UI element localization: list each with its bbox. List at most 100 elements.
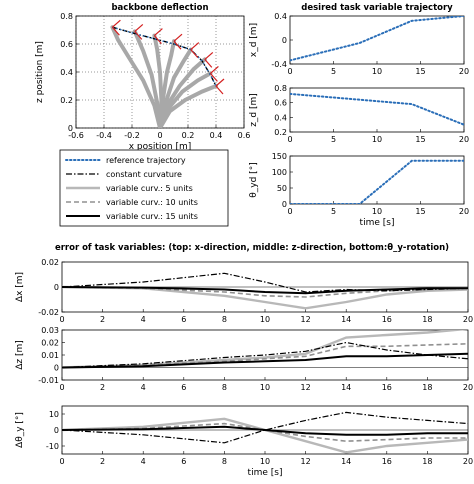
- series-var5: [62, 417, 468, 454]
- x-tick-label: 10: [260, 383, 270, 392]
- tip-frame-axis: [153, 35, 162, 44]
- y-tick-label: 50: [277, 184, 287, 193]
- x-tick-label: 15: [415, 207, 425, 216]
- x-tick-label: 4: [141, 315, 146, 324]
- y-tick-label: 0.6: [60, 40, 73, 49]
- backbone-curve: [158, 84, 218, 128]
- x-tick-label: 6: [181, 383, 186, 392]
- y-tick-label: 0: [282, 200, 287, 209]
- backbone-curve: [132, 29, 162, 128]
- series-var15: [62, 352, 468, 369]
- plot-frame: [289, 155, 465, 205]
- legend-label-reference: reference trajectory: [106, 156, 186, 165]
- tip-frame-axis: [134, 31, 143, 40]
- y-tick-label: 0.4: [60, 68, 73, 77]
- reference-path: [112, 26, 217, 87]
- y-tick-label: 0.8: [60, 12, 73, 21]
- plot-area: [290, 16, 464, 62]
- y-axis-label: Δx [m]: [15, 272, 25, 302]
- chart-backbone: -0.6 -0.4 -0.2 0 0.2 0.4 0.6 0 0.2 0.4 0.6 0.8 backb…: [35, 3, 250, 152]
- series-reference: [290, 92, 464, 126]
- bottom-figure-title: error of task variables: (top: x-directi…: [55, 243, 449, 253]
- x-tick-label: 6: [181, 315, 186, 324]
- x-tick-label: 8: [222, 457, 227, 466]
- x-tick-label: 0: [59, 383, 64, 392]
- y-axis-label: z position [m]: [35, 41, 45, 103]
- x-tick-label: 15: [415, 67, 425, 76]
- x-tick-label: 16: [382, 383, 392, 392]
- y-axis-label: Δθ_y [°]: [15, 412, 25, 448]
- x-tick-label: 8: [222, 383, 227, 392]
- x-tick-label: 16: [382, 457, 392, 466]
- x-tick-label: 10: [372, 67, 382, 76]
- x-tick-label: 20: [463, 457, 473, 466]
- plot-area: [62, 272, 468, 310]
- x-tick-label: 10: [260, 457, 270, 466]
- plot-area: [62, 411, 468, 454]
- y-tick-label: 100: [272, 168, 287, 177]
- y-axis-label: z_d [m]: [249, 93, 259, 127]
- plot-area: [290, 159, 464, 204]
- y-tick-label: 0: [282, 36, 287, 45]
- tip-frame-axis: [190, 49, 199, 58]
- panels-layer: -0.6 -0.4 -0.2 0 0.2 0.4 0.600.20.40.60.8backb…: [15, 3, 473, 478]
- series-var15: [62, 286, 468, 295]
- plot-area: [110, 19, 225, 128]
- tip-frame-axis: [210, 65, 219, 74]
- y-tick-label: 0.4: [274, 12, 287, 21]
- x-axis-label: time [s]: [360, 218, 395, 228]
- x-tick-label: 20: [459, 207, 469, 216]
- x-tick-label: 10: [260, 315, 270, 324]
- y-tick-label: 0: [68, 124, 73, 133]
- x-tick-label: 0: [59, 457, 64, 466]
- tip-frame-axis: [173, 33, 183, 42]
- tip-frame-axis: [112, 19, 121, 28]
- x-tick-label: 10: [372, 135, 382, 144]
- x-tick-label: 15: [415, 135, 425, 144]
- tip-frame-axis: [134, 23, 144, 32]
- x-tick-label: 18: [422, 383, 432, 392]
- series-var10: [62, 343, 468, 369]
- tip-frame-axis: [209, 73, 218, 82]
- x-tick-label: 4: [141, 383, 146, 392]
- x-tick-label: 0: [287, 207, 292, 216]
- x-tick-label: 18: [422, 315, 432, 324]
- y-tick-label: 0.03: [41, 326, 59, 335]
- tip-frame-axis: [204, 51, 214, 60]
- x-tick-label: -0.4: [96, 131, 112, 140]
- x-tick-label: 5: [331, 207, 336, 216]
- x-axis-label: time [s]: [248, 468, 283, 478]
- tip-frame-axis: [190, 42, 200, 51]
- series-var15: [62, 425, 468, 436]
- x-tick-label: 2: [100, 383, 105, 392]
- plot-frame: [289, 87, 465, 133]
- legend-label-var10: variable curv.: 10 units: [106, 198, 198, 207]
- series-var10: [62, 422, 468, 443]
- backbone-curve: [158, 39, 176, 128]
- y-tick-label: 0.2: [60, 96, 73, 105]
- x-tick-label: 10: [372, 207, 382, 216]
- y-tick-label: 0: [54, 426, 59, 435]
- x-tick-label: 14: [341, 457, 351, 466]
- y-tick-label: 0.02: [41, 258, 59, 267]
- x-tick-label: 0: [157, 131, 162, 140]
- tip-frame-axis: [204, 59, 213, 68]
- x-tick-label: 0: [59, 315, 64, 324]
- legend-label-var15: variable curv.: 15 units: [106, 212, 198, 221]
- chart-title: backbone deflection: [111, 3, 208, 13]
- tip-frame-axis: [173, 40, 182, 50]
- legend-box: reference trajectory constant curvature va…: [59, 149, 229, 227]
- x-tick-label: 20: [463, 315, 473, 324]
- x-tick-label: 0: [287, 67, 292, 76]
- x-tick-label: -0.6: [68, 131, 84, 140]
- tip-frame-axis: [154, 28, 163, 37]
- y-tick-label: -0.01: [38, 376, 59, 385]
- x-tick-label: 0.6: [238, 131, 251, 140]
- y-tick-label: 0: [54, 364, 59, 373]
- plot-area: [62, 330, 468, 369]
- x-tick-label: 14: [341, 315, 351, 324]
- y-tick-label: -10: [46, 442, 59, 451]
- x-tick-label: 5: [331, 67, 336, 76]
